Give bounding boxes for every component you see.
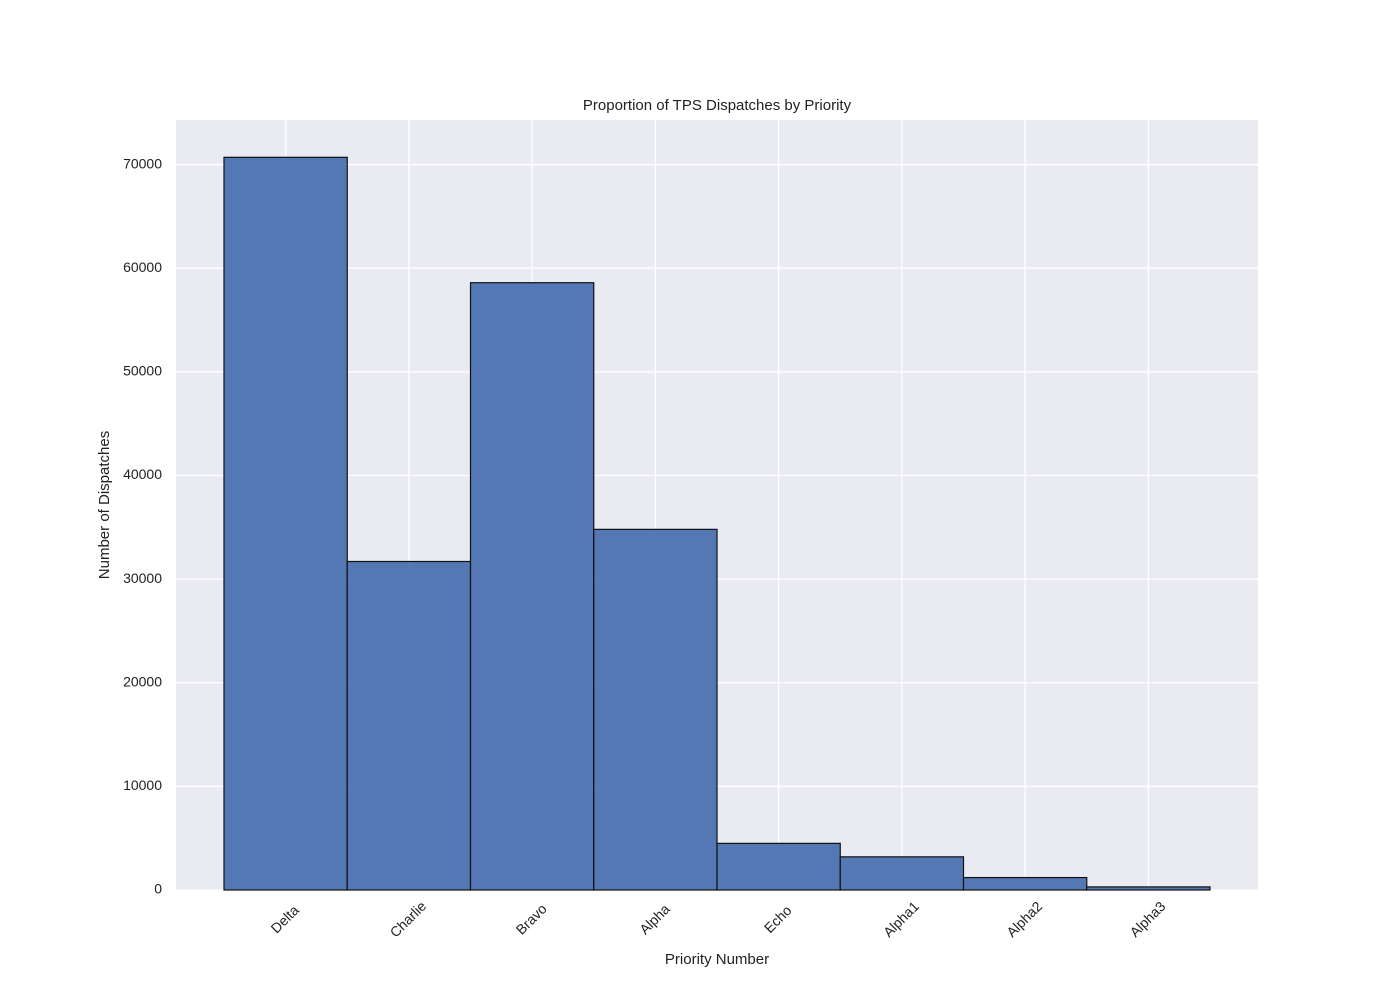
bar bbox=[1086, 886, 1211, 891]
x-tick-label: Echo bbox=[761, 902, 795, 936]
y-tick-label: 10000 bbox=[123, 777, 162, 793]
chart-title: Proportion of TPS Dispatches by Priority bbox=[583, 97, 852, 114]
bar bbox=[346, 560, 472, 891]
x-tick-label: Alpha bbox=[636, 901, 673, 938]
y-axis-label: Number of Dispatches bbox=[96, 431, 113, 579]
y-tick-label: 60000 bbox=[123, 259, 162, 275]
bar bbox=[223, 156, 348, 891]
y-tick-label: 30000 bbox=[123, 570, 162, 586]
y-tick-label: 40000 bbox=[123, 466, 162, 482]
y-tick-label: 50000 bbox=[123, 363, 162, 379]
bar bbox=[469, 282, 595, 891]
y-tick-label: 20000 bbox=[123, 673, 162, 689]
y-tick-label: 0 bbox=[154, 881, 162, 897]
x-tick-label: Delta bbox=[267, 902, 302, 937]
x-tick-label: Bravo bbox=[513, 900, 550, 937]
bar bbox=[716, 842, 841, 891]
y-tick-label: 70000 bbox=[123, 155, 162, 171]
x-axis-label: Priority Number bbox=[665, 951, 769, 968]
x-tick-label: Charlie bbox=[387, 898, 430, 941]
x-tick-label: Alpha1 bbox=[880, 898, 922, 940]
bar bbox=[962, 876, 1088, 891]
bar bbox=[839, 856, 965, 891]
bar bbox=[593, 528, 718, 891]
x-tick-label: Alpha3 bbox=[1126, 898, 1168, 940]
x-tick-label: Alpha2 bbox=[1003, 898, 1045, 940]
